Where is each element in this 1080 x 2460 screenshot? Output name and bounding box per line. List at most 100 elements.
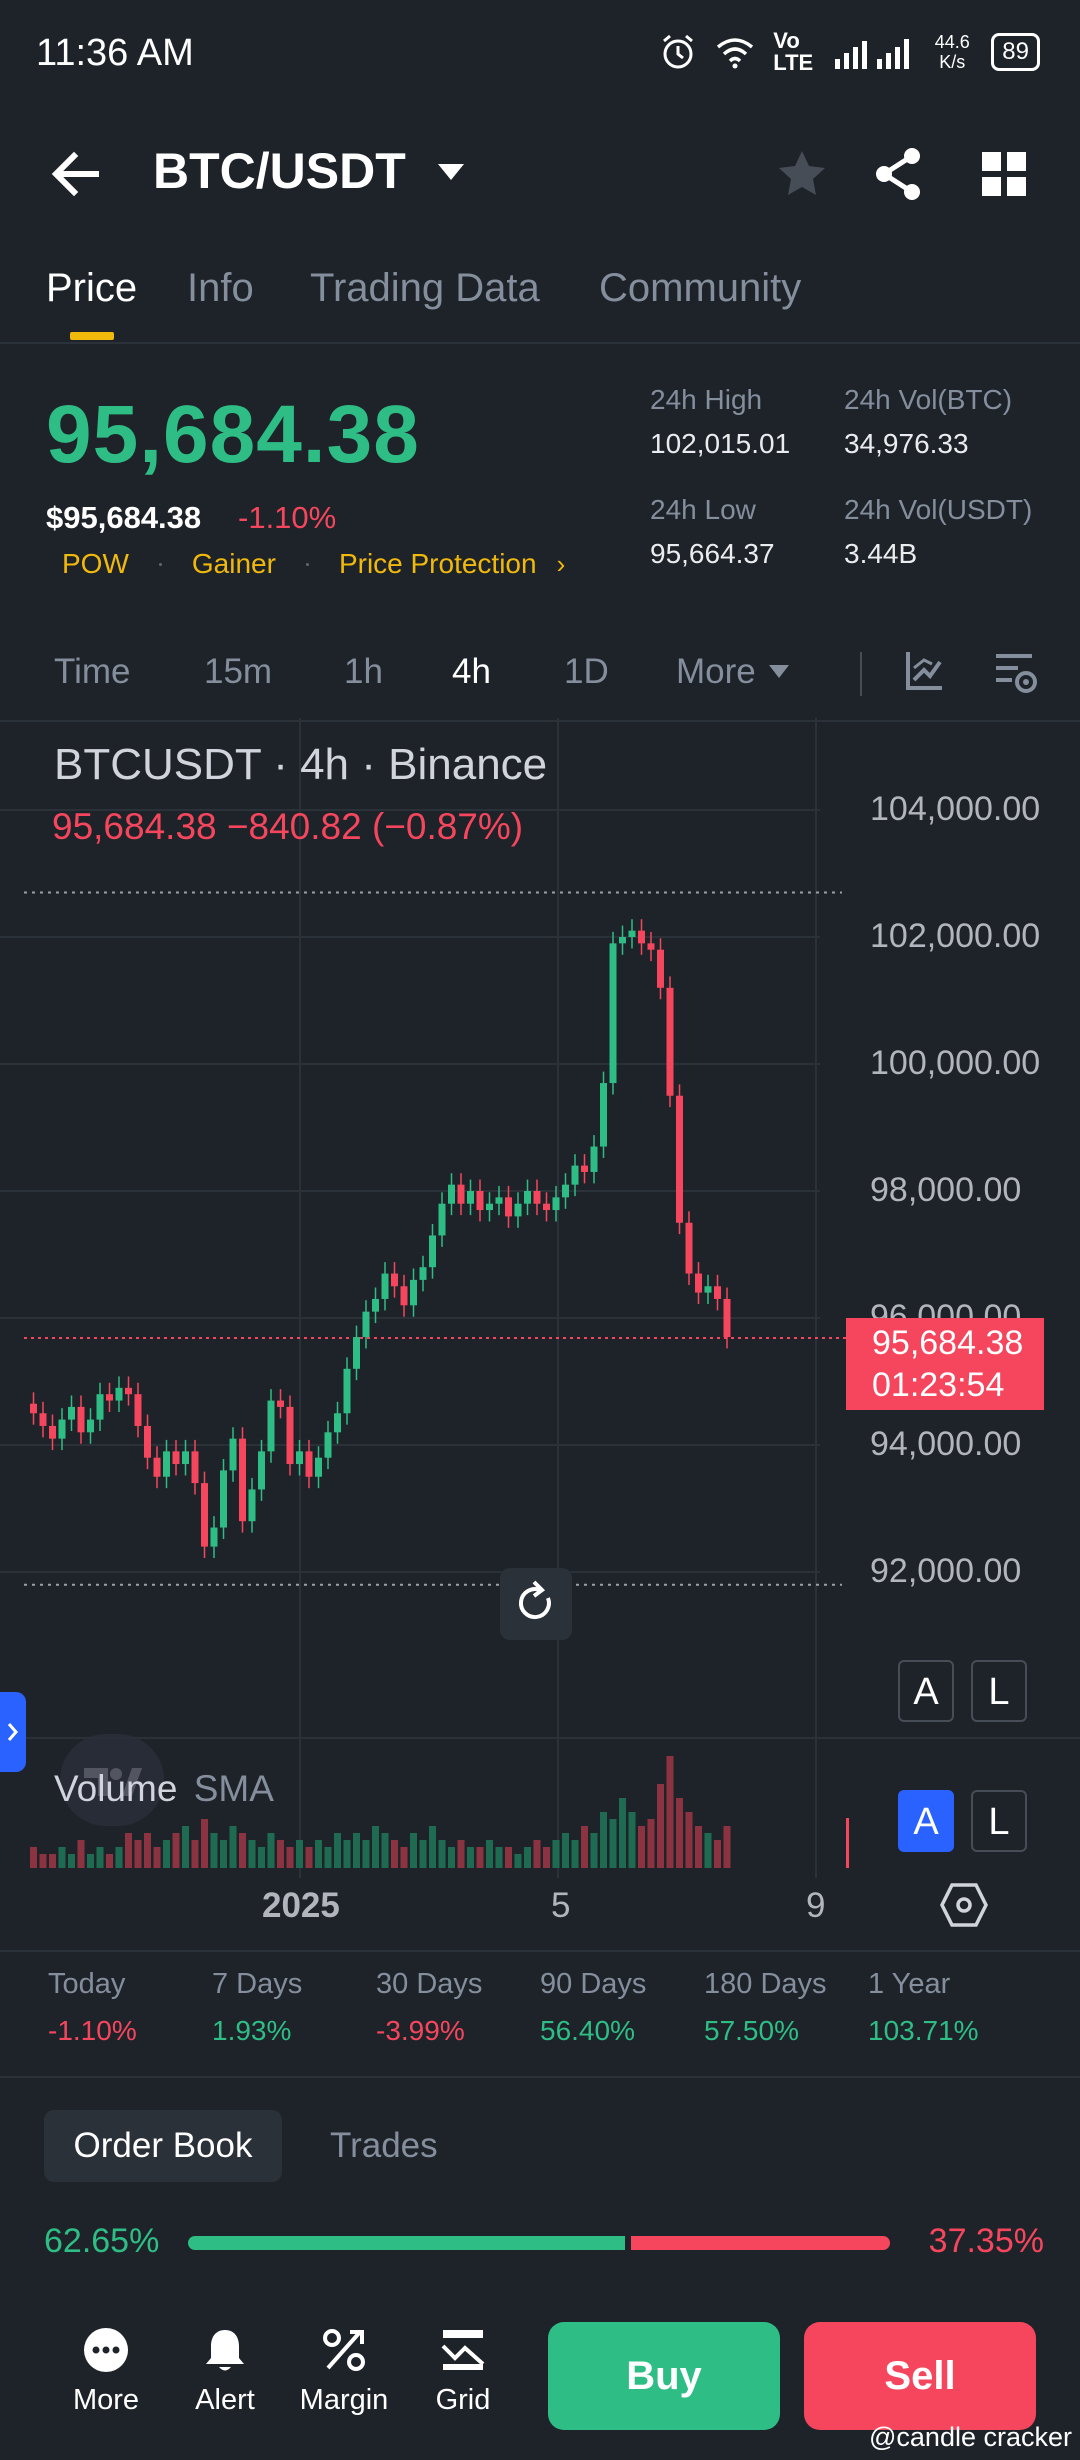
grid-menu-icon[interactable]: [980, 150, 1028, 198]
candle-body: [182, 1451, 189, 1465]
back-arrow-icon[interactable]: [48, 148, 108, 200]
tab-info[interactable]: Info: [187, 266, 254, 310]
tab-price[interactable]: Price: [46, 266, 138, 310]
hexagon-settings-icon[interactable]: [940, 1882, 988, 1928]
perf-value: -3.99%: [376, 2015, 465, 2046]
candle-body: [524, 1191, 531, 1204]
bell-icon: [206, 2330, 244, 2371]
tradingview-logo-icon: [84, 1768, 142, 1796]
margin-button[interactable]: Margin: [294, 2326, 394, 2417]
candle-body: [39, 1413, 47, 1426]
candle-body: [609, 943, 617, 1084]
candle-body: [115, 1387, 123, 1401]
perf-180-days: 180 Days 57.50%: [704, 1968, 827, 2047]
volume-bar: [258, 1847, 265, 1868]
tab-community[interactable]: Community: [599, 266, 802, 310]
tag-gainer[interactable]: Gainer: [191, 548, 276, 579]
autoscale-button[interactable]: A: [898, 1660, 954, 1722]
caret-down-icon[interactable]: [768, 664, 790, 680]
reset-chart-button[interactable]: [500, 1568, 572, 1640]
candle-body: [87, 1419, 94, 1433]
candle-body: [486, 1203, 493, 1211]
chart-settings-icon[interactable]: [994, 650, 1038, 696]
tab-order-book[interactable]: Order Book: [44, 2110, 282, 2182]
volume-bar: [410, 1833, 417, 1868]
interval-15m[interactable]: 15m: [204, 652, 273, 691]
candle-body: [77, 1406, 85, 1433]
perf-label: 30 Days: [376, 1968, 483, 2000]
candle-countdown: 01:23:54: [872, 1366, 1005, 1404]
divider: [860, 652, 862, 696]
candle-body: [220, 1470, 227, 1528]
interval-1h[interactable]: 1h: [344, 652, 383, 691]
side-drawer-handle[interactable]: [0, 1692, 26, 1772]
volume-bar: [514, 1854, 522, 1868]
current-price-tag: 95,684.38 01:23:54: [846, 1318, 1044, 1410]
perf-1-year: 1 Year 103.71%: [868, 1968, 979, 2047]
tag-pow[interactable]: POW: [62, 548, 129, 579]
candle-body: [391, 1273, 398, 1287]
volume-bar: [695, 1826, 702, 1868]
candlestick-chart[interactable]: [0, 718, 1080, 1904]
grid-button[interactable]: Grid: [413, 2326, 513, 2417]
interval-time[interactable]: Time: [54, 652, 131, 691]
y-axis-label: 104,000.00: [870, 790, 1041, 828]
candle-body: [362, 1311, 370, 1338]
candle-body: [96, 1394, 104, 1420]
indicator-icon[interactable]: [904, 650, 944, 694]
network-speed: 44.6 K/s: [934, 32, 970, 72]
perf-label: 180 Days: [704, 1968, 827, 2000]
volume-bar: [619, 1798, 626, 1868]
volume-title: Volume: [54, 1768, 178, 1809]
stat-value: 34,976.33: [844, 428, 969, 459]
more-button[interactable]: More: [56, 2326, 156, 2417]
candle-body: [210, 1527, 218, 1547]
volume-bar: [676, 1798, 683, 1868]
perf-value: 57.50%: [704, 2015, 799, 2046]
interval-1d[interactable]: 1D: [564, 652, 609, 691]
volume-bar: [353, 1833, 360, 1868]
candle-body: [571, 1165, 579, 1185]
candle-body: [533, 1191, 541, 1204]
chart-area[interactable]: [0, 718, 1080, 1904]
tab-trading-data[interactable]: Trading Data: [310, 266, 540, 310]
caret-down-icon[interactable]: [436, 162, 466, 182]
interval-more[interactable]: More: [676, 652, 756, 691]
volume-log-scale-button[interactable]: L: [971, 1790, 1027, 1852]
volume-bar: [201, 1819, 208, 1868]
share-icon[interactable]: [872, 146, 924, 202]
candle-body: [552, 1197, 560, 1211]
x-axis-label: 5: [551, 1886, 571, 1925]
chart-title: BTCUSDT · 4h · Binance: [54, 740, 548, 789]
perf-label: 7 Days: [212, 1968, 303, 2000]
volume-bar: [343, 1840, 351, 1868]
candle-body: [590, 1146, 598, 1172]
bottom-bar: More Alert Margin Grid Buy Sell: [0, 2290, 1080, 2460]
volume-bar: [638, 1826, 645, 1868]
star-icon[interactable]: [776, 148, 828, 200]
alert-button[interactable]: Alert: [175, 2326, 275, 2417]
pair-title[interactable]: BTC/USDT: [153, 143, 406, 199]
volume-bar: [657, 1784, 664, 1868]
tab-trades[interactable]: Trades: [330, 2126, 438, 2165]
candle-body: [58, 1419, 66, 1439]
candle-body: [296, 1451, 303, 1465]
tag-price-protection[interactable]: Price Protection: [338, 548, 537, 579]
chevron-right-icon[interactable]: ›: [556, 548, 566, 579]
y-axis-label: 94,000.00: [870, 1425, 1022, 1463]
volume-bar: [267, 1833, 275, 1868]
sell-button[interactable]: Sell: [804, 2322, 1036, 2430]
volume-bar: [115, 1847, 123, 1868]
grid-label: Grid: [435, 2384, 491, 2416]
volume-current-bar: [846, 1818, 849, 1868]
buy-button[interactable]: Buy: [548, 2322, 780, 2430]
volume-bar: [505, 1847, 512, 1868]
volume-bar: [552, 1840, 560, 1868]
interval-4h[interactable]: 4h: [452, 652, 491, 691]
volume-bar: [609, 1819, 617, 1868]
candle-body: [419, 1267, 427, 1280]
volume-autoscale-button[interactable]: A: [898, 1790, 954, 1852]
log-scale-button[interactable]: L: [971, 1660, 1027, 1722]
more-icon: [84, 2328, 128, 2372]
volume-bar: [476, 1847, 484, 1868]
